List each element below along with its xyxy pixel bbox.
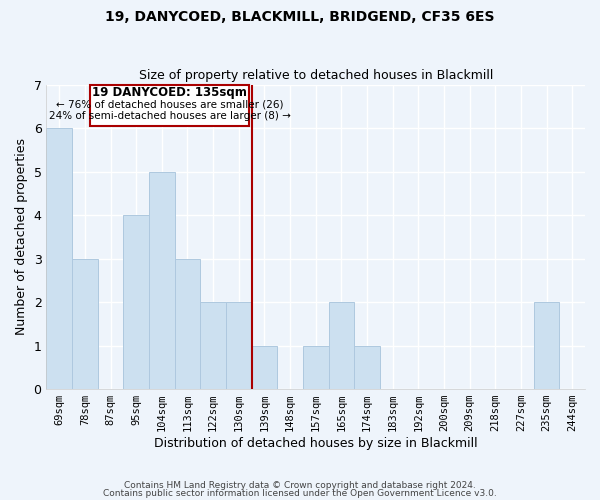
Bar — [534, 302, 559, 389]
Bar — [72, 258, 98, 389]
Bar — [303, 346, 329, 389]
Bar — [200, 302, 226, 389]
Bar — [251, 346, 277, 389]
Title: Size of property relative to detached houses in Blackmill: Size of property relative to detached ho… — [139, 69, 493, 82]
Y-axis label: Number of detached properties: Number of detached properties — [15, 138, 28, 336]
Bar — [149, 172, 175, 389]
FancyBboxPatch shape — [90, 84, 249, 126]
Bar — [329, 302, 354, 389]
Text: Contains HM Land Registry data © Crown copyright and database right 2024.: Contains HM Land Registry data © Crown c… — [124, 481, 476, 490]
Bar — [124, 215, 149, 389]
Bar — [175, 258, 200, 389]
X-axis label: Distribution of detached houses by size in Blackmill: Distribution of detached houses by size … — [154, 437, 478, 450]
Bar — [354, 346, 380, 389]
Text: 19 DANYCOED: 135sqm: 19 DANYCOED: 135sqm — [92, 86, 247, 99]
Text: Contains public sector information licensed under the Open Government Licence v3: Contains public sector information licen… — [103, 488, 497, 498]
Bar — [46, 128, 72, 389]
Text: 19, DANYCOED, BLACKMILL, BRIDGEND, CF35 6ES: 19, DANYCOED, BLACKMILL, BRIDGEND, CF35 … — [105, 10, 495, 24]
Bar — [226, 302, 251, 389]
Text: ← 76% of detached houses are smaller (26): ← 76% of detached houses are smaller (26… — [56, 99, 283, 109]
Text: 24% of semi-detached houses are larger (8) →: 24% of semi-detached houses are larger (… — [49, 112, 290, 122]
